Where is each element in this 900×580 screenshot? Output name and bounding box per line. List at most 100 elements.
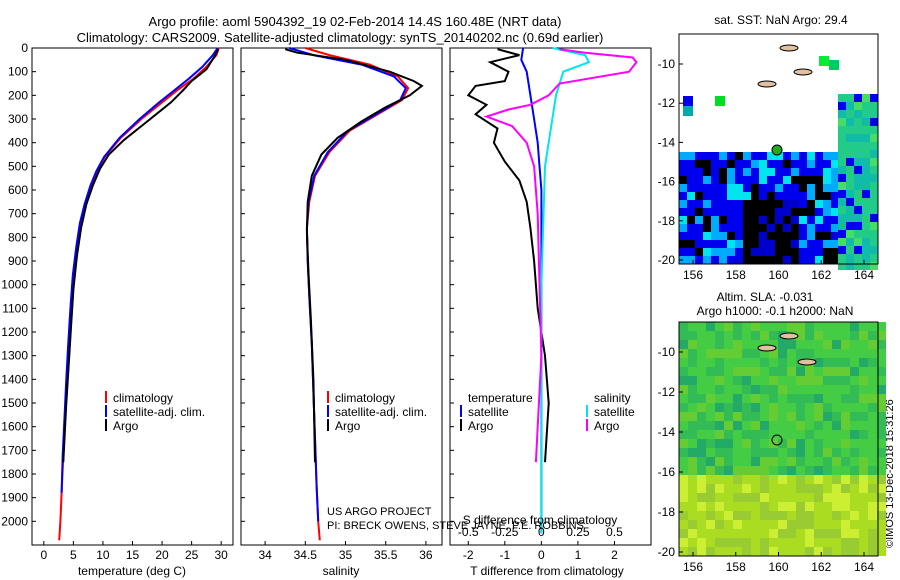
sst-cell: [751, 184, 759, 192]
sst-cell: [679, 168, 687, 176]
sst-cell: [775, 184, 783, 192]
sla-cell: [688, 466, 697, 475]
sst-cell: [862, 150, 870, 158]
sla-cell: [733, 547, 742, 556]
sla-cell: [877, 466, 886, 475]
sla-cell: [697, 457, 706, 466]
sla-cell: [859, 466, 868, 475]
sla-cell: [868, 538, 877, 547]
sla-cell: [868, 430, 877, 439]
sst-cell: [751, 248, 759, 256]
sla-cell: [733, 349, 742, 358]
sla-cell: [724, 367, 733, 376]
map-y-tick-label: -12: [658, 96, 676, 110]
header-line1: Argo profile: aoml 5904392_19 02-Feb-201…: [149, 14, 562, 29]
sst-cell: [703, 168, 711, 176]
map-x-tick-label: 158: [726, 560, 746, 574]
sst-cell: [735, 216, 743, 224]
sla-cell: [832, 466, 841, 475]
sla-cell: [850, 457, 859, 466]
sst-cell: [759, 200, 767, 208]
sst-cell: [695, 224, 703, 232]
sla-cell: [715, 349, 724, 358]
sst-cell: [807, 192, 815, 200]
sst-cell: [791, 152, 799, 160]
sla-cell: [742, 538, 751, 547]
sst-cell: [846, 238, 854, 246]
sla-cell: [688, 457, 697, 466]
sla-cell: [823, 430, 832, 439]
x-tick-label: 20: [155, 548, 169, 562]
sla-cell: [823, 511, 832, 520]
sst-cell: [703, 216, 711, 224]
sla-cell: [841, 520, 850, 529]
sla-cell: [859, 439, 868, 448]
sla-cell: [832, 403, 841, 412]
sla-cell: [823, 538, 832, 547]
x-axes: 0 5 10 15 20 25 30 34 34.5 35 35.5 36 -2 -1 0 1 2 -0.5 -0.…: [40, 525, 623, 562]
sla-cell: [814, 493, 823, 502]
sst-cell: [807, 168, 815, 176]
sst-cell: [846, 198, 854, 206]
sla-cell: [751, 547, 760, 556]
sst-cell: [846, 150, 854, 158]
sla-cell: [850, 475, 859, 484]
sla-cell: [706, 457, 715, 466]
sst-cell: [870, 222, 878, 230]
sla-cell: [841, 376, 850, 385]
sla-cell: [715, 466, 724, 475]
sla-cell: [724, 502, 733, 511]
sst-cell: [703, 208, 711, 216]
sst-cell: [703, 192, 711, 200]
sla-cell: [706, 439, 715, 448]
sla-cell: [868, 502, 877, 511]
sst-cell: [775, 240, 783, 248]
x-tick-label: -1: [499, 548, 510, 562]
sst-cell: [838, 206, 846, 214]
sst-cell: [775, 152, 783, 160]
x-tick-label: 34: [258, 548, 272, 562]
x-top-tick-label: -0.25: [491, 525, 519, 539]
sst-map: [679, 34, 878, 270]
sla-cell: [796, 403, 805, 412]
sla-cell: [760, 430, 769, 439]
sst-cell: [846, 190, 854, 198]
legend-sat: satellite-adj. clim.: [113, 405, 205, 419]
sst-cell: [862, 190, 870, 198]
sst-cell: [791, 184, 799, 192]
sla-cell: [706, 538, 715, 547]
sst-cell: [759, 160, 767, 168]
x-tick-label: 35.5: [374, 548, 398, 562]
sla-cell: [715, 457, 724, 466]
sla-cell: [742, 412, 751, 421]
x-tick-label: 1: [575, 548, 582, 562]
sla-cell: [760, 466, 769, 475]
sla-cell: [805, 538, 814, 547]
sst-cell: [719, 208, 727, 216]
sla-cell: [760, 511, 769, 520]
island-shape: [779, 332, 799, 340]
sla-cell: [787, 520, 796, 529]
sla-cell: [778, 322, 787, 331]
sst-cell: [719, 232, 727, 240]
sla-cell: [778, 394, 787, 403]
sla-cell: [688, 430, 697, 439]
sst-cell: [735, 152, 743, 160]
sst-cell: [743, 208, 751, 216]
sla-cell: [778, 493, 787, 502]
sla-cell: [868, 376, 877, 385]
sst-cell: [862, 166, 870, 174]
sla-cell: [706, 493, 715, 502]
sla-cell: [760, 403, 769, 412]
sla-cell: [715, 340, 724, 349]
sla-cell: [760, 475, 769, 484]
sla-cell: [688, 367, 697, 376]
sst-cell: [838, 254, 846, 262]
sla-cell: [868, 448, 877, 457]
sla-cell: [805, 394, 814, 403]
map-x-tick-label: 160: [768, 268, 788, 282]
sst-cell: [711, 216, 719, 224]
difference-panel: [449, 47, 652, 546]
sst-cell: [711, 208, 719, 216]
sla-cell: [760, 385, 769, 394]
